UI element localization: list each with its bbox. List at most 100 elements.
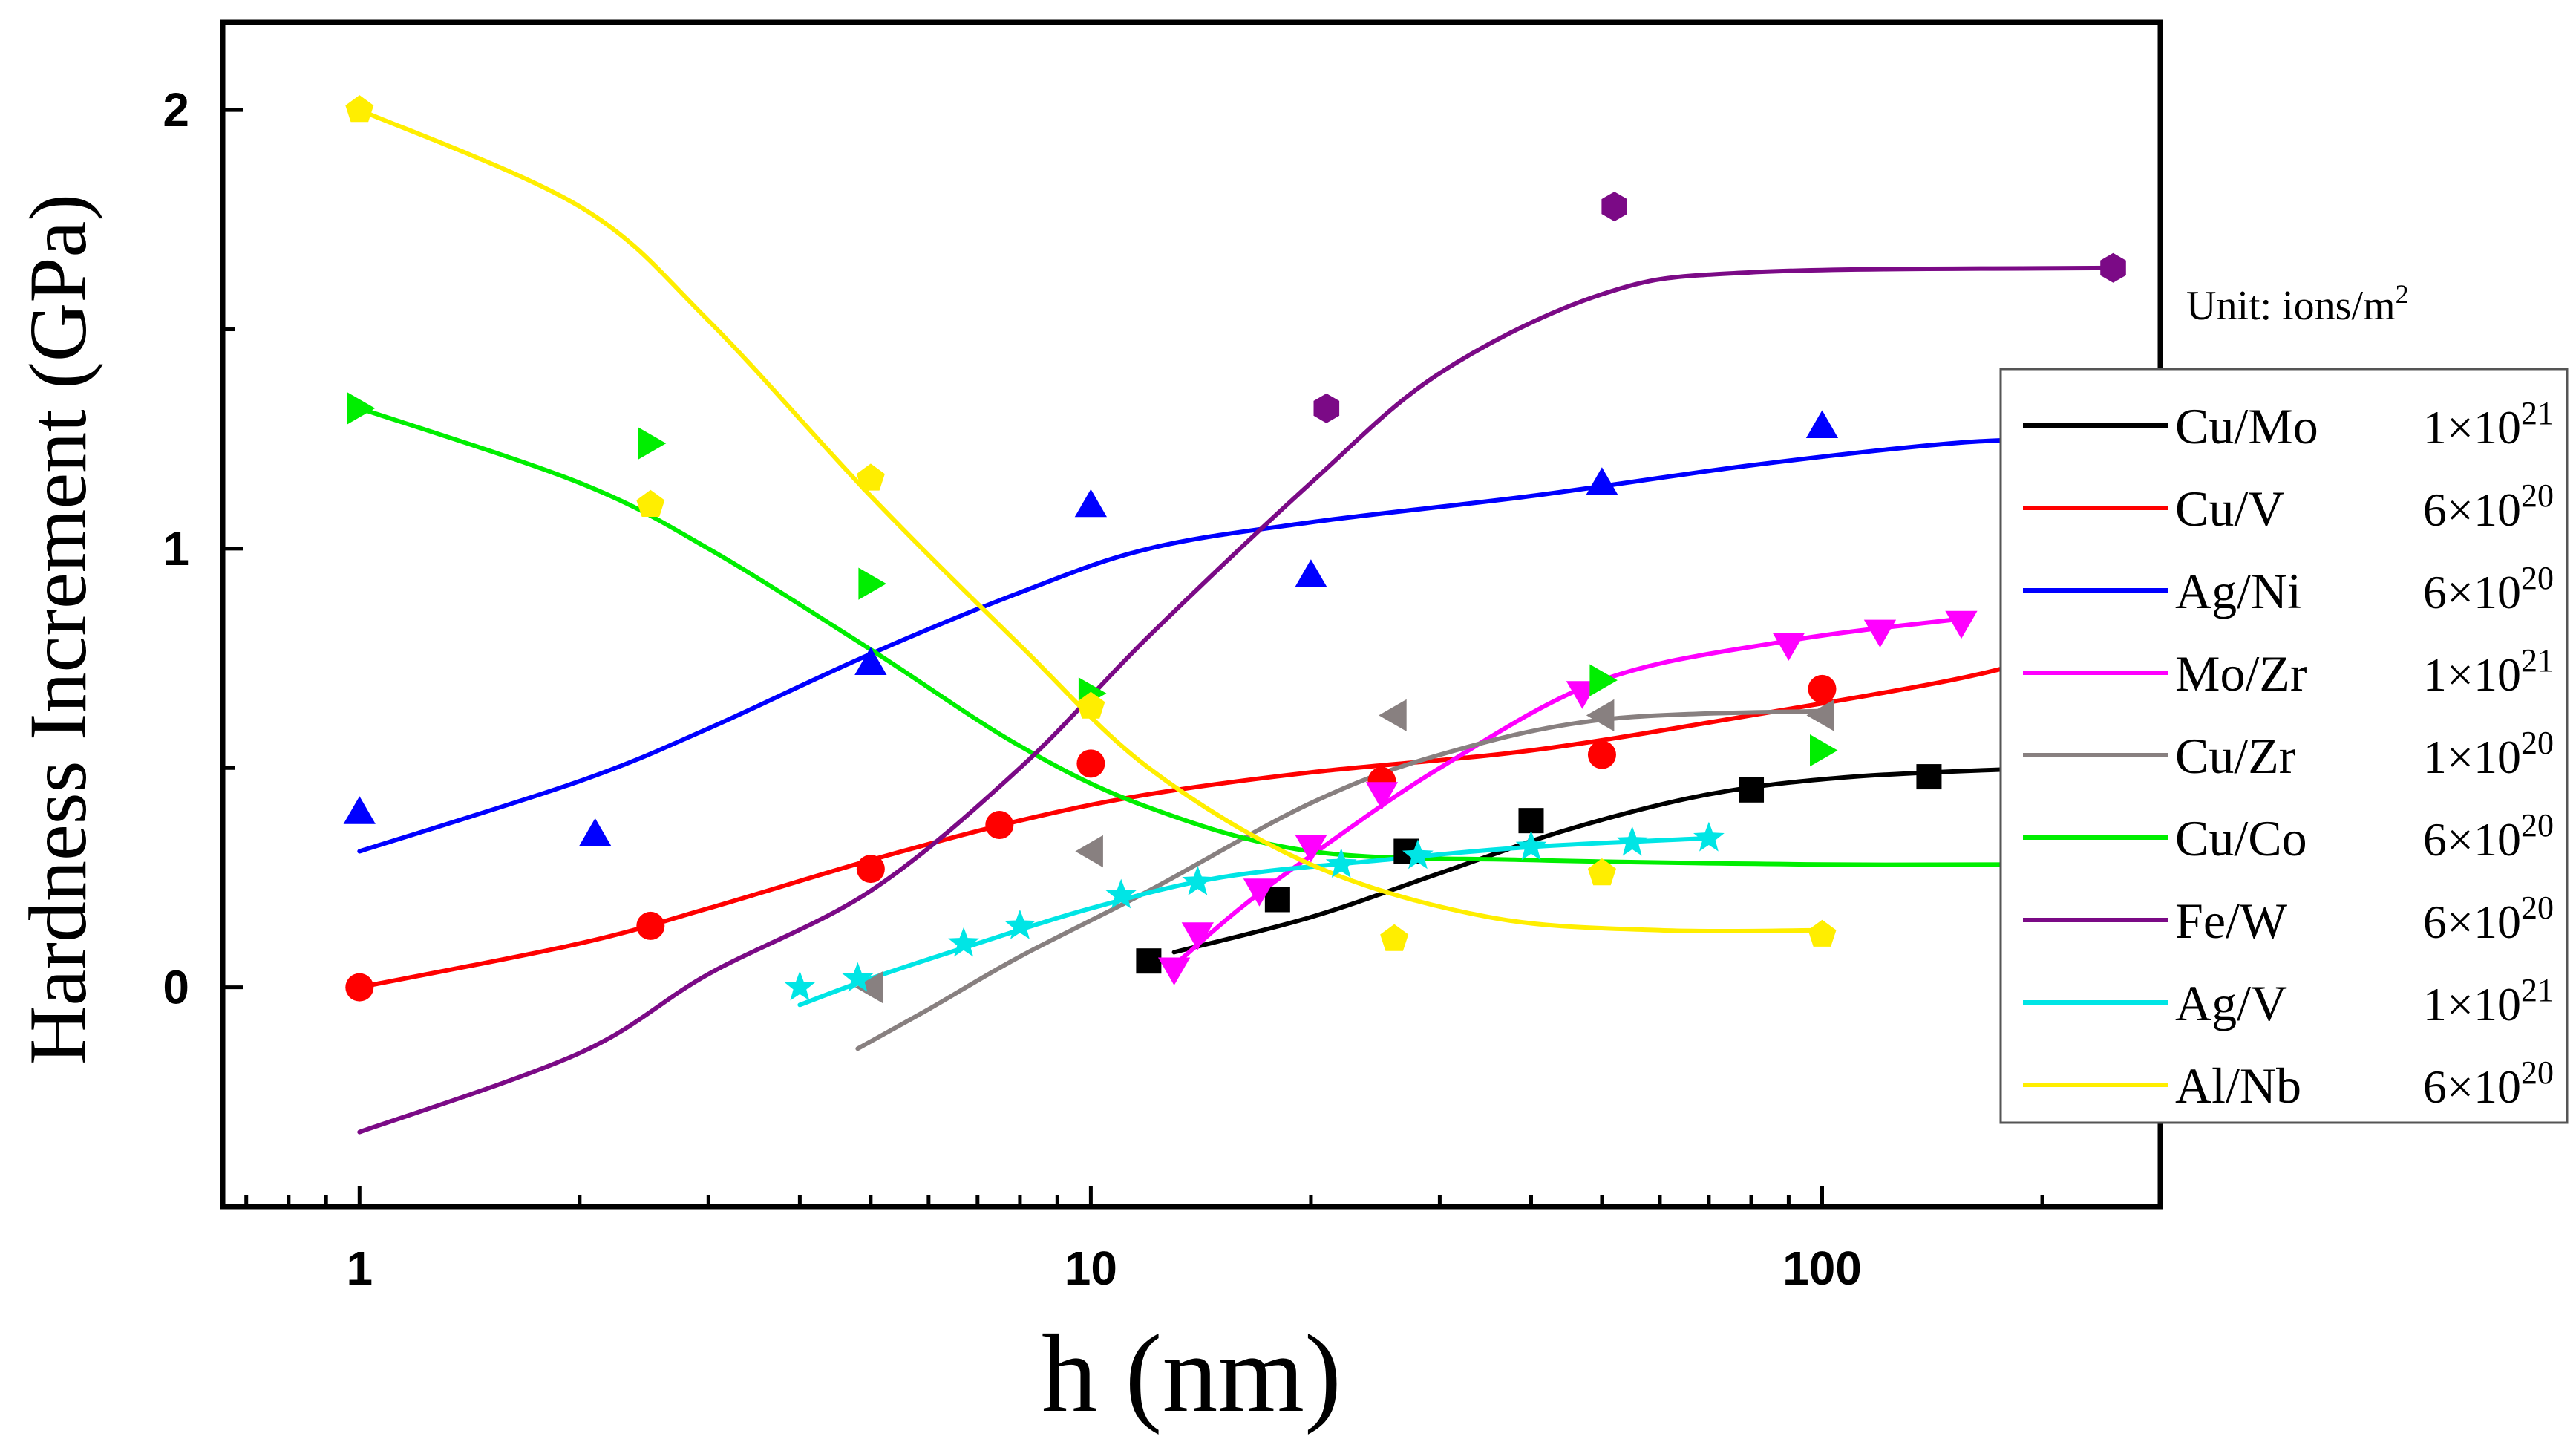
legend-fluence-cu-v: 6×1020	[2423, 477, 2554, 536]
data-point-fe-w	[2100, 252, 2126, 283]
data-point-mo-zr	[1772, 633, 1805, 661]
data-point-mo-zr	[1365, 782, 1399, 810]
data-point-cu-v	[985, 811, 1014, 840]
data-point-ag-ni	[1295, 559, 1327, 587]
legend-fluence-exponent: 20	[2521, 725, 2554, 761]
data-point-mo-zr	[1295, 835, 1327, 863]
legend-fluence-exponent: 21	[2521, 972, 2554, 1008]
data-point-cu-mo	[1264, 887, 1290, 913]
data-point-mo-zr	[1945, 610, 1978, 639]
data-point-cu-mo	[1739, 777, 1765, 803]
legend-fluence-exponent: 20	[2521, 477, 2554, 514]
legend-fluence-cu-mo: 1×1021	[2423, 395, 2554, 454]
data-point-cu-co	[638, 427, 667, 460]
legend-fluence-base: 6×10	[2423, 566, 2521, 619]
legend-label-cu-mo: Cu/Mo	[2175, 398, 2318, 454]
y-tick-label: 1	[163, 522, 189, 575]
legend-label-al-nb: Al/Nb	[2175, 1057, 2301, 1114]
data-point-ag-v	[784, 970, 816, 1001]
x-tick-label: 1	[347, 1242, 373, 1295]
x-tick-label: 100	[1782, 1242, 1862, 1295]
data-point-cu-v	[1808, 674, 1837, 703]
fit-line-fe-w	[357, 265, 2116, 1135]
legend-fluence-cu-zr: 1×1020	[2423, 725, 2554, 783]
legend-fluence-ag-ni: 6×1020	[2423, 560, 2554, 619]
data-point-ag-ni	[1074, 489, 1107, 518]
legend-label-cu-co: Cu/Co	[2175, 810, 2307, 867]
data-point-cu-co	[1810, 734, 1838, 767]
y-axis-label: Hardness Increment (GPa)	[13, 194, 103, 1065]
legend-fluence-exponent: 20	[2521, 890, 2554, 926]
legend-fluence-exponent: 21	[2521, 395, 2554, 431]
data-point-mo-zr	[1243, 878, 1276, 907]
data-point-cu-zr	[1806, 699, 1834, 731]
legend-fluence-base: 1×10	[2423, 731, 2521, 783]
legend-fluence-exponent: 20	[2521, 560, 2554, 596]
legend-fluence-base: 6×10	[2423, 813, 2521, 866]
data-point-al-nb	[1076, 691, 1105, 719]
data-point-mo-zr	[1158, 957, 1191, 985]
data-point-cu-zr	[1379, 699, 1407, 731]
legend-fluence-exponent: 21	[2521, 642, 2554, 679]
legend-fluence-base: 6×10	[2423, 483, 2521, 536]
data-point-fe-w	[1313, 393, 1340, 423]
legend-fluence-al-nb: 6×1020	[2423, 1054, 2554, 1113]
data-point-fe-w	[1601, 192, 1627, 222]
data-point-al-nb	[856, 463, 885, 491]
axes: 1 10 100 0 1 2	[163, 83, 2044, 1295]
legend-label-cu-v: Cu/V	[2175, 480, 2284, 537]
data-point-cu-mo	[1136, 948, 1162, 974]
data-point-cu-zr	[1075, 835, 1103, 868]
data-point-cu-mo	[1916, 764, 1942, 790]
legend-fluence-ag-v: 1×1021	[2423, 972, 2554, 1031]
data-point-cu-v	[1076, 749, 1105, 778]
legend-label-fe-w: Fe/W	[2175, 893, 2288, 949]
data-point-ag-ni	[1805, 410, 1839, 438]
data-point-ag-v	[1616, 826, 1648, 856]
data-point-ag-ni	[854, 647, 887, 675]
data-point-ag-v	[1693, 821, 1725, 852]
fit-line-ag-ni	[357, 437, 2060, 854]
data-point-mo-zr	[1863, 619, 1897, 648]
data-point-al-nb	[345, 95, 374, 123]
legend-box	[1999, 368, 2569, 1124]
data-point-ag-v	[1515, 830, 1547, 861]
data-point-ag-v	[1325, 848, 1357, 878]
data-point-cu-co	[858, 567, 886, 600]
data-point-mo-zr	[1181, 922, 1214, 950]
legend-label-mo-zr: Mo/Zr	[2175, 645, 2307, 702]
x-axis-label: h (nm)	[1042, 1312, 1341, 1435]
legend-fluence-exponent: 20	[2521, 807, 2554, 844]
data-point-al-nb	[636, 489, 665, 517]
data-point-ag-ni	[1586, 467, 1618, 495]
legend-label-ag-v: Ag/V	[2175, 975, 2287, 1031]
legend-fluence-base: 1×10	[2423, 401, 2521, 454]
legend-fluence-base: 1×10	[2423, 978, 2521, 1031]
data-point-cu-v	[636, 911, 665, 940]
x-tick-label: 10	[1065, 1242, 1117, 1295]
legend-label-ag-ni: Ag/Ni	[2175, 563, 2301, 619]
data-point-cu-v	[856, 855, 885, 884]
unit-note-superscript: 2	[2396, 279, 2409, 309]
legend-fluence-base: 1×10	[2423, 648, 2521, 701]
fit-line-cu-mo	[1171, 766, 2044, 955]
data-point-cu-zr	[854, 971, 883, 1004]
data-point-ag-v	[1004, 909, 1036, 939]
data-point-cu-mo	[1518, 808, 1544, 834]
data-point-ag-v	[1105, 878, 1137, 909]
legend-label-cu-zr: Cu/Zr	[2175, 728, 2296, 784]
legend-fluence-base: 6×10	[2423, 1060, 2521, 1113]
unit-note-text: Unit: ions/m	[2186, 283, 2396, 329]
data-point-ag-v	[1402, 839, 1434, 870]
data-point-ag-v	[948, 927, 979, 957]
legend-fluence-fe-w: 6×1020	[2423, 890, 2554, 948]
legend-fluence-cu-co: 6×1020	[2423, 807, 2554, 866]
data-point-cu-v	[1587, 740, 1616, 769]
data-point-cu-v	[345, 973, 374, 1002]
legend-fluence-mo-zr: 1×1021	[2423, 642, 2554, 701]
data-point-cu-co	[347, 392, 376, 425]
data-point-al-nb	[1587, 858, 1616, 886]
data-point-ag-ni	[579, 818, 612, 846]
